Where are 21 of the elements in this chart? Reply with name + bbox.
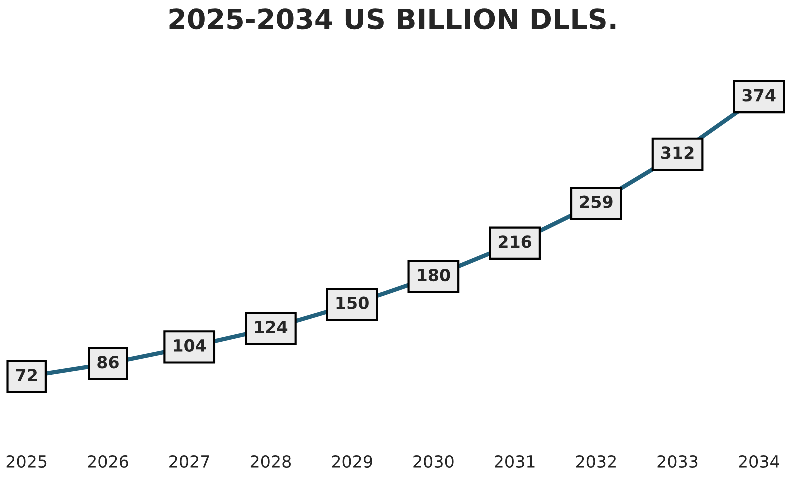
x-tick-label: 2032 — [576, 455, 616, 468]
data-label: 124 — [255, 320, 288, 334]
data-label: 216 — [498, 236, 532, 248]
x-tick-label: 2028 — [250, 455, 292, 468]
x-tick-label: 2026 — [88, 455, 128, 468]
chart-title: 2025-2034 US BILLION DLLS. — [170, 8, 616, 30]
x-tick-label: 2027 — [170, 455, 210, 468]
data-label: 72 — [16, 369, 37, 382]
data-label: 150 — [336, 296, 369, 310]
data-label: 259 — [580, 196, 613, 208]
x-tick-label: 2029 — [332, 455, 372, 468]
data-label: 86 — [98, 356, 119, 369]
data-label: 374 — [742, 89, 776, 102]
x-tick-label: 2031 — [495, 455, 535, 468]
x-tick-label: 2025 — [6, 455, 47, 468]
x-tick-label: 2034 — [739, 455, 780, 468]
data-label: 312 — [662, 146, 694, 160]
data-label: 104 — [174, 339, 206, 352]
data-label: 180 — [418, 268, 450, 282]
x-tick-label: 2030 — [414, 455, 454, 468]
x-tick-label: 2033 — [658, 455, 698, 468]
